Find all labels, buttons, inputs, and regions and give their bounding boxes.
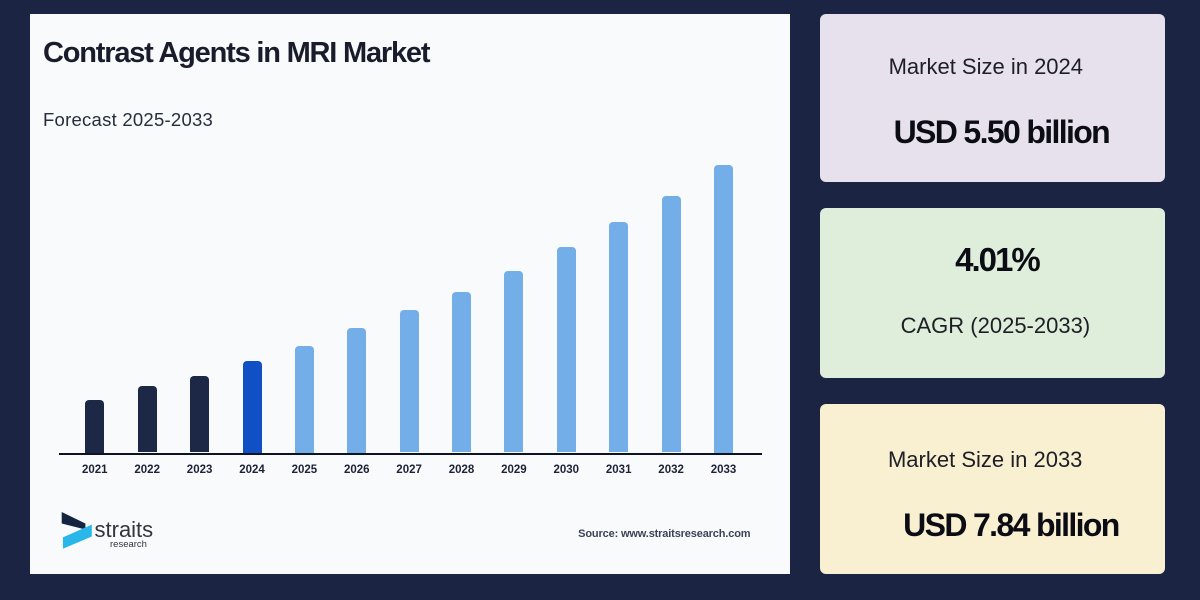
svg-text:research: research [110,539,147,550]
svg-text:straits: straits [94,517,153,542]
